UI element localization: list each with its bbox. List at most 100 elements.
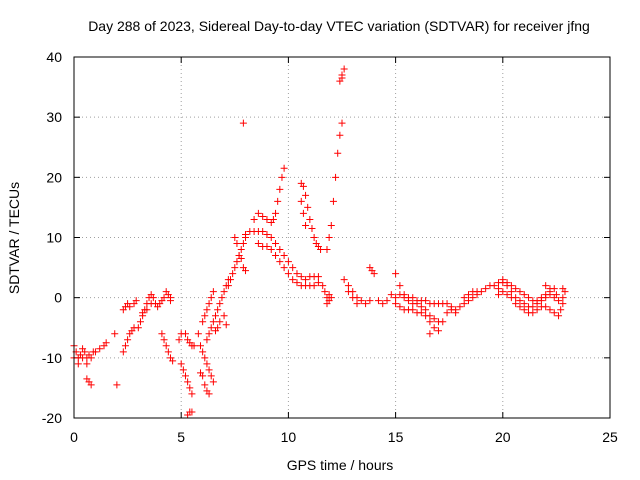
y-tick-label: -20	[42, 410, 62, 426]
data-point	[452, 309, 460, 317]
data-point	[422, 297, 430, 305]
data-point	[344, 282, 352, 290]
data-point	[507, 282, 515, 290]
y-tick-label: 0	[54, 290, 62, 306]
data-point	[430, 324, 438, 332]
data-point	[184, 378, 192, 386]
data-point	[113, 381, 121, 389]
data-point	[218, 294, 226, 302]
y-tick-label: -10	[42, 350, 62, 366]
y-axis-label: SDTVAR / TECUs	[6, 182, 22, 294]
data-point	[203, 360, 211, 368]
data-point	[338, 119, 346, 127]
data-point	[379, 300, 387, 308]
data-point	[162, 342, 170, 350]
data-point	[507, 294, 515, 302]
data-point	[460, 294, 468, 302]
data-point	[340, 276, 348, 284]
data-point	[336, 131, 344, 139]
data-point	[169, 357, 177, 365]
x-tick-label: 5	[177, 429, 185, 445]
data-point	[74, 360, 82, 368]
data-point	[323, 246, 331, 254]
data-point	[439, 318, 447, 326]
data-point	[102, 339, 110, 347]
data-point	[503, 279, 511, 287]
data-point	[276, 258, 284, 266]
data-point	[203, 336, 211, 344]
data-point	[259, 212, 267, 220]
data-point	[533, 297, 541, 305]
data-point	[308, 224, 316, 232]
data-point	[443, 309, 451, 317]
data-point	[147, 300, 155, 308]
data-point	[516, 297, 524, 305]
data-point	[139, 309, 147, 317]
data-point	[559, 300, 567, 308]
data-point	[325, 234, 333, 241]
y-tick-label: 10	[46, 230, 62, 246]
chart-title: Day 288 of 2023, Sidereal Day-to-day VTE…	[88, 18, 590, 34]
data-point	[447, 306, 455, 314]
data-point	[302, 191, 310, 199]
data-point	[537, 294, 545, 302]
data-point	[520, 306, 528, 314]
data-point	[332, 173, 340, 181]
data-point	[392, 270, 400, 278]
data-point	[396, 291, 404, 299]
data-point	[507, 288, 515, 296]
data-point	[222, 321, 230, 329]
data-point	[179, 366, 187, 374]
data-point	[464, 291, 472, 299]
data-point	[188, 408, 196, 416]
data-point	[546, 291, 554, 299]
data-point	[259, 227, 267, 235]
data-point	[250, 215, 258, 223]
data-point	[160, 336, 168, 344]
data-point	[542, 282, 550, 290]
data-point	[205, 300, 213, 308]
plot-frame	[73, 56, 611, 419]
data-point	[119, 348, 127, 356]
data-point	[205, 390, 213, 398]
data-point	[482, 285, 490, 293]
data-point	[126, 303, 134, 311]
data-point	[516, 288, 524, 296]
data-point	[338, 74, 346, 82]
data-point	[199, 348, 207, 356]
data-point	[83, 360, 91, 368]
data-point	[237, 255, 245, 263]
data-point	[499, 288, 507, 296]
data-point	[383, 297, 391, 305]
data-point	[552, 291, 560, 299]
data-point	[443, 300, 451, 308]
data-point	[237, 246, 245, 254]
data-point	[306, 215, 314, 223]
data-point	[317, 246, 325, 254]
data-point	[158, 330, 166, 338]
data-point	[209, 378, 217, 386]
data-point	[263, 243, 271, 251]
data-point	[426, 318, 434, 326]
data-point	[422, 306, 430, 314]
data-point	[362, 300, 370, 308]
data-point	[310, 282, 318, 290]
data-point	[499, 276, 507, 284]
data-point	[533, 306, 541, 314]
data-point	[392, 300, 400, 308]
data-point	[263, 230, 271, 238]
data-point	[340, 65, 348, 73]
data-point	[124, 336, 132, 344]
data-point	[121, 342, 129, 350]
data-point	[520, 291, 528, 299]
data-point	[299, 182, 307, 190]
data-point	[284, 258, 292, 266]
data-point	[559, 285, 567, 293]
data-point	[555, 297, 563, 305]
data-point	[495, 291, 503, 299]
data-point	[464, 297, 472, 305]
data-point	[396, 282, 404, 290]
data-point	[293, 270, 301, 278]
data-point	[280, 264, 288, 272]
